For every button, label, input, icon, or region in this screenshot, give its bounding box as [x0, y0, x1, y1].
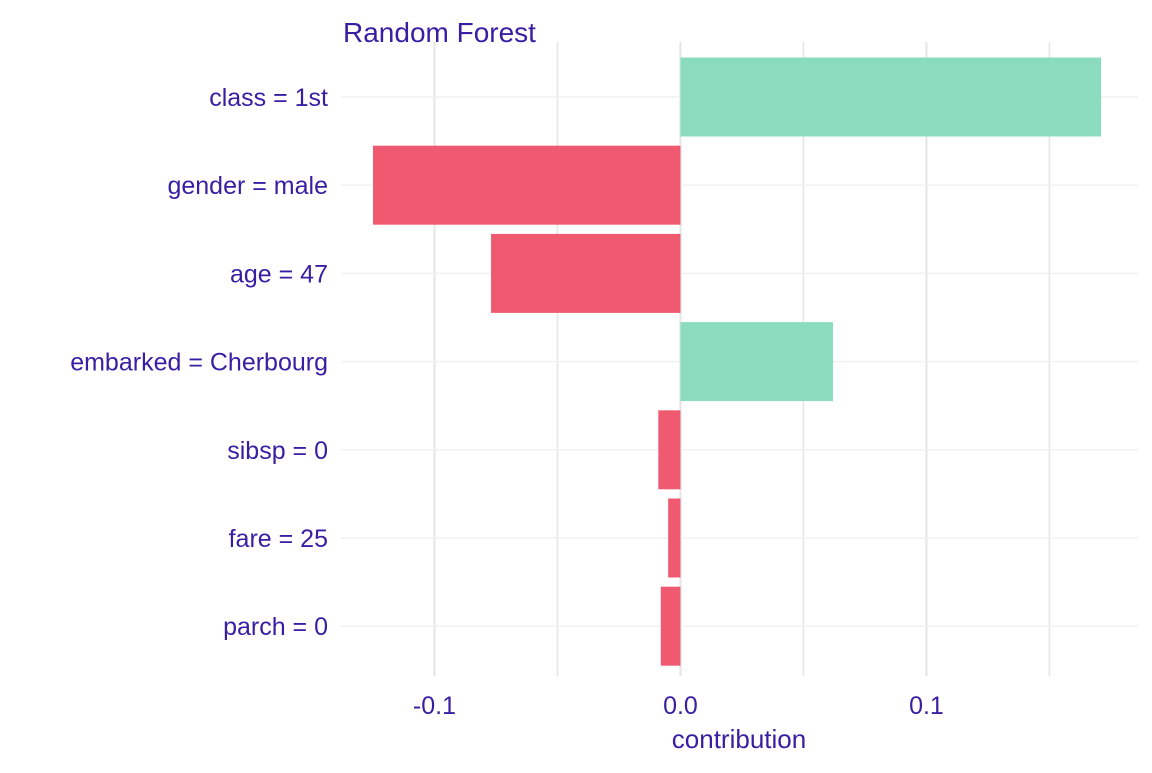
bar-negative [658, 410, 681, 490]
x-tick-label: -0.1 [413, 692, 456, 720]
bar-negative [660, 586, 681, 666]
bar-negative [491, 233, 681, 313]
x-tick-label: 0.0 [663, 692, 698, 720]
bar-positive [680, 322, 833, 402]
y-tick-label: class = 1st [209, 84, 328, 112]
y-tick-label: gender = male [167, 172, 328, 200]
y-tick-label: sibsp = 0 [227, 437, 328, 465]
bar-layer [372, 57, 1102, 666]
x-tick-label: 0.1 [909, 692, 944, 720]
y-tick-label: age = 47 [230, 260, 328, 288]
bar-positive [680, 57, 1102, 137]
bar-negative [668, 498, 681, 578]
chart-title: Random Forest [343, 17, 536, 48]
label-layer: class = 1st gender = male age = 47 embarked… [70, 84, 944, 720]
y-tick-label: fare = 25 [229, 525, 328, 553]
y-tick-label: parch = 0 [223, 613, 328, 641]
bar-negative [372, 145, 681, 225]
y-tick-label: embarked = Cherbourg [70, 349, 328, 377]
x-axis-title: contribution [672, 724, 806, 754]
